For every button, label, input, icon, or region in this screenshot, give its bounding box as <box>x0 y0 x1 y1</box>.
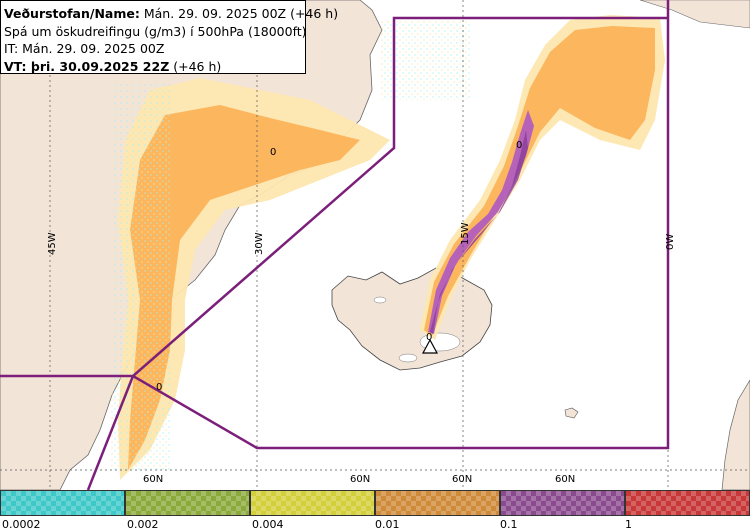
issue-time: IT: Mán. 29. 09. 2025 00Z <box>4 41 165 56</box>
parallel-label-60n: 60N <box>555 474 575 485</box>
fir-boundary <box>0 0 670 490</box>
forecast-description: Spá um öskudreifingu (g/m3) í 500hPa (18… <box>4 23 307 39</box>
concentration-legend: 0.0002 0.002 0.004 0.01 0.1 1 <box>0 490 750 532</box>
legend-label-0: 0.0002 <box>2 518 41 531</box>
legend-swatch-4 <box>500 490 625 516</box>
ash-speckle-west <box>110 80 170 470</box>
ash-plume-west-orange <box>128 105 360 470</box>
parallel-label-60n: 60N <box>143 474 163 485</box>
legend-swatch-0 <box>0 490 125 516</box>
faroe-islands <box>564 407 579 419</box>
warning-triangle-icon <box>421 338 439 354</box>
issuer-line: Veðurstofan/Name: Mán. 29. 09. 2025 00Z … <box>4 5 338 23</box>
meridian-label-0w: 0W <box>665 234 676 250</box>
norway-coast <box>721 379 750 490</box>
legend-swatch-5 <box>625 490 750 516</box>
legend-swatch-2 <box>250 490 375 516</box>
meridian-label-45w: 45W <box>47 232 58 255</box>
contour-label: 0 <box>270 147 276 158</box>
legend-label-1: 0.002 <box>127 518 159 531</box>
meridian-label-15w: 15W <box>460 222 471 245</box>
issuer-label: Veðurstofan/Name: <box>4 6 140 21</box>
map-canvas: 45W 30W 15W 0W 60N 60N 60N 60N 0 0 0 0 <box>0 0 750 490</box>
legend-label-3: 0.01 <box>375 518 400 531</box>
forecast-info-box: Veðurstofan/Name: Mán. 29. 09. 2025 00Z … <box>0 0 338 76</box>
contour-label: 0 <box>426 332 432 343</box>
parallel-label-60n: 60N <box>452 474 472 485</box>
parallel-label-60n: 60N <box>350 474 370 485</box>
valid-time-value: (+46 h) <box>169 58 222 74</box>
legend-label-4: 0.1 <box>500 518 518 531</box>
valid-time-label: VT: þri. 30.09.2025 22Z <box>4 58 170 74</box>
glacier <box>398 353 418 363</box>
contour-label: 0 <box>156 382 162 393</box>
legend-label-2: 0.004 <box>252 518 284 531</box>
glacier <box>373 296 387 304</box>
legend-label-5: 1 <box>625 518 632 531</box>
valid-time-line: VT: þri. 30.09.2025 22Z (+46 h) <box>4 58 305 76</box>
meridian-label-30w: 30W <box>254 232 265 255</box>
ash-plume-east-purple <box>428 110 534 334</box>
ash-plume-east-orange <box>424 26 655 336</box>
issuer-value: Mán. 29. 09. 2025 00Z (+46 h) <box>139 6 339 21</box>
contour-label: 0 <box>516 140 522 151</box>
legend-swatch-1 <box>125 490 250 516</box>
legend-swatch-3 <box>375 490 500 516</box>
